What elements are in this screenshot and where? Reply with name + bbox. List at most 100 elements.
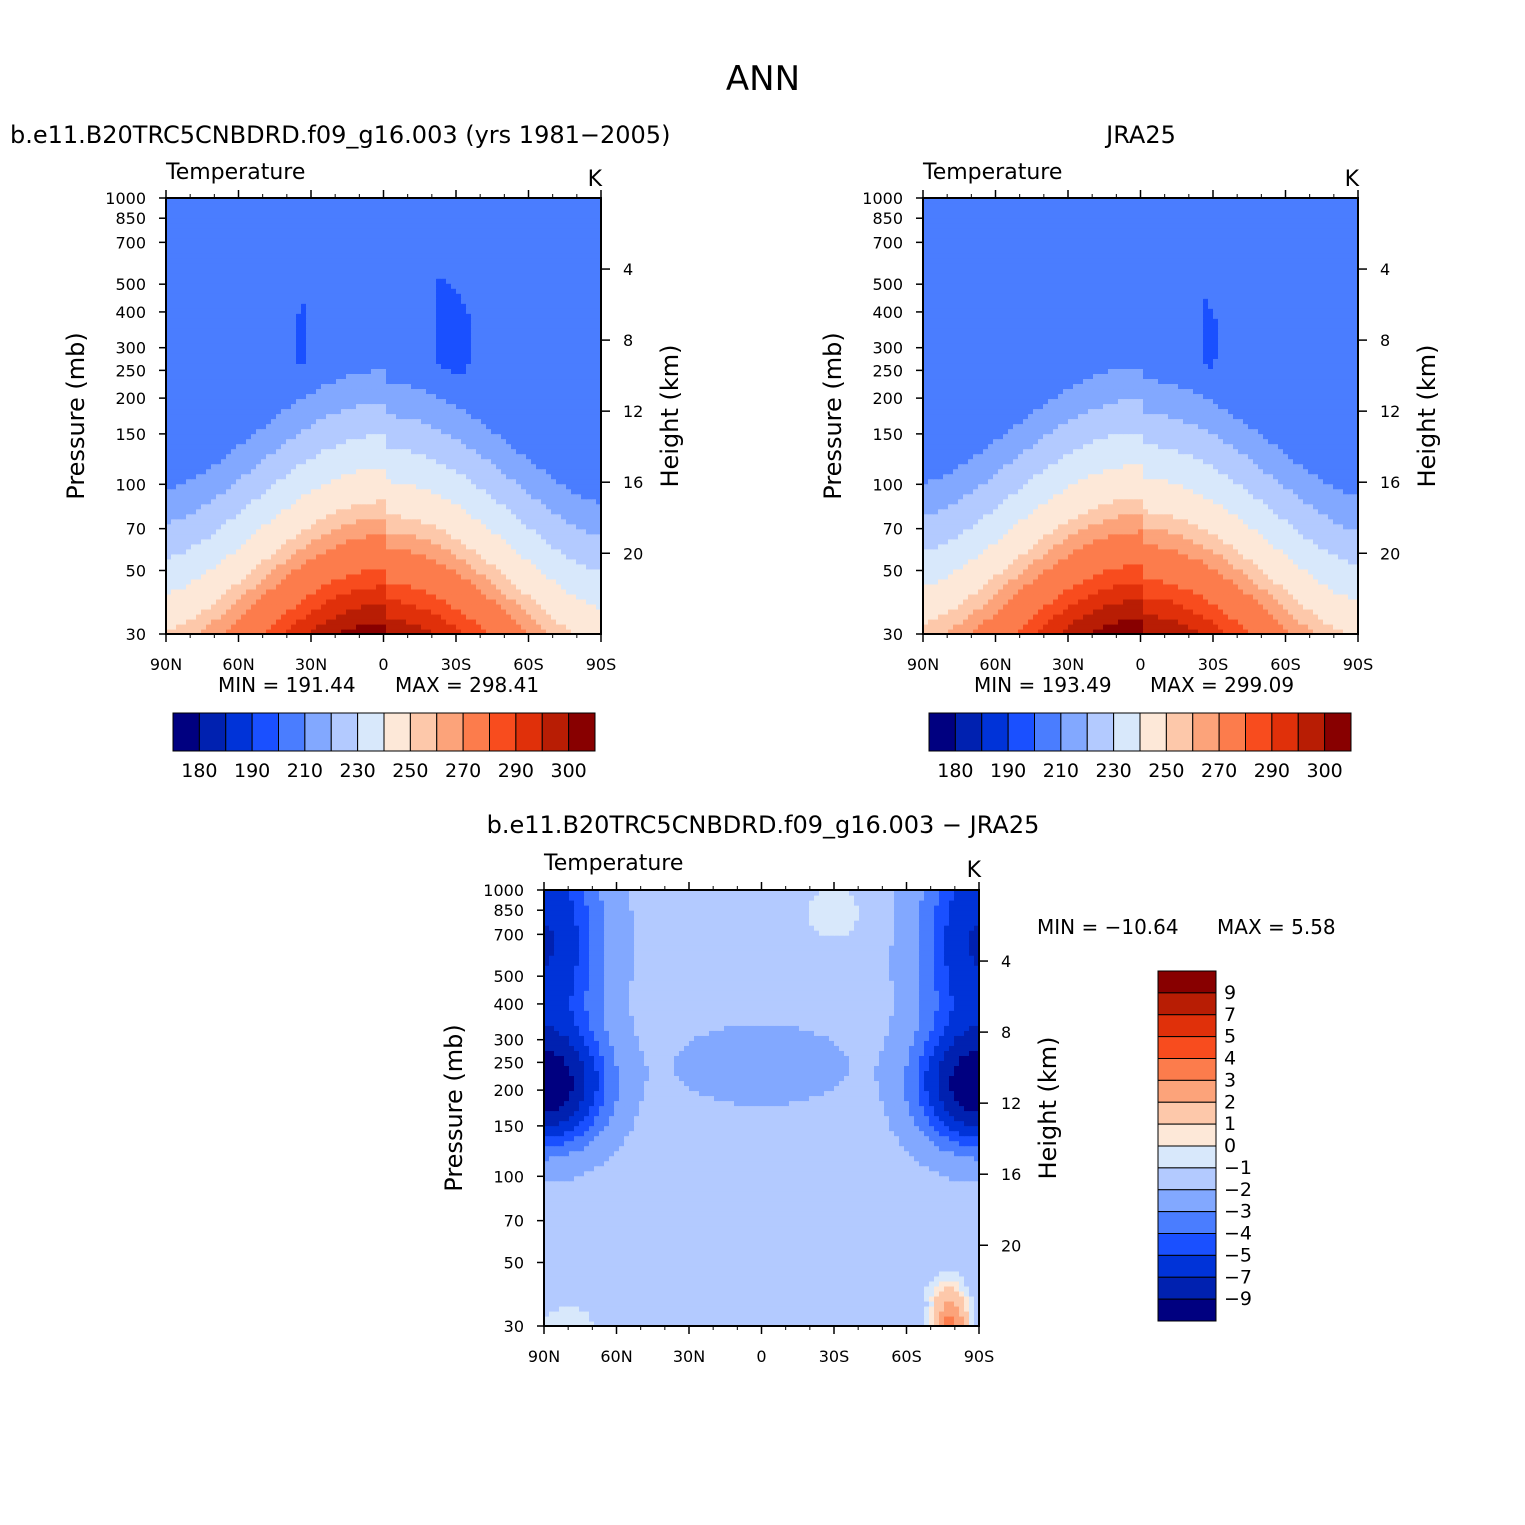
figure-title: ANN — [726, 59, 800, 99]
contour-cell — [351, 498, 357, 505]
contour-cell — [371, 403, 377, 410]
contour-cell — [406, 393, 412, 400]
contour-cell — [451, 538, 457, 545]
contour-cell — [486, 568, 492, 575]
contour-cell — [531, 433, 537, 440]
contour-cell — [406, 578, 412, 585]
contour-cell — [336, 618, 342, 625]
contour-cell — [336, 458, 342, 465]
contour-cell — [306, 623, 312, 630]
contour-cell — [246, 358, 252, 364]
contour-cell — [301, 613, 307, 620]
contour-cell — [521, 538, 527, 545]
contour-cell — [326, 413, 332, 420]
contour-cell — [411, 628, 417, 635]
contour-cell — [256, 503, 262, 510]
contour-cell — [251, 428, 257, 435]
contour-cell — [241, 448, 247, 455]
contour-cell — [351, 458, 357, 465]
contour-cell — [421, 528, 427, 535]
contour-cell — [571, 403, 577, 410]
contour-cell — [481, 433, 487, 440]
contour-cell — [286, 508, 292, 515]
contour-cell — [316, 593, 322, 600]
contour-cell — [536, 348, 542, 354]
contour-cell — [176, 573, 182, 580]
contour-cell — [591, 598, 597, 605]
contour-cell — [386, 483, 392, 490]
contour-cell — [366, 438, 372, 445]
contour-cell — [346, 398, 352, 405]
contour-cell — [556, 438, 562, 445]
contour-cell — [171, 583, 177, 590]
contour-cell — [421, 583, 427, 590]
contour-cell — [211, 453, 217, 460]
contour-cell — [516, 613, 522, 620]
contour-cell — [216, 383, 222, 390]
contour-cell — [466, 538, 472, 545]
contour-cell — [476, 498, 482, 505]
contour-cell — [526, 358, 532, 364]
contour-cell — [511, 458, 517, 465]
contour-cell — [181, 583, 187, 590]
contour-cell — [516, 518, 522, 525]
contour-cell — [436, 348, 442, 354]
contour-cell — [476, 628, 482, 635]
contour-cell — [441, 498, 447, 505]
contour-cell — [586, 413, 592, 420]
contour-cell — [231, 603, 237, 610]
contour-cell — [191, 518, 197, 525]
contour-cell — [401, 538, 407, 545]
contour-cell — [261, 443, 267, 450]
contour-cell — [251, 578, 257, 585]
contour-cell — [536, 523, 542, 530]
contour-cell — [236, 358, 242, 364]
contour-cell — [401, 433, 407, 440]
contour-cell — [281, 553, 287, 560]
contour-cell — [191, 533, 197, 540]
contour-cell — [226, 543, 232, 550]
contour-cell — [176, 503, 182, 510]
contour-cell — [271, 578, 277, 585]
contour-cell — [216, 563, 222, 570]
contour-cell — [561, 433, 567, 440]
contour-cell — [261, 513, 267, 520]
contour-cell — [366, 463, 372, 470]
contour-cell — [341, 373, 347, 380]
contour-cell — [421, 548, 427, 555]
contour-cell — [256, 413, 262, 420]
contour-cell — [211, 543, 217, 550]
contour-cell — [561, 418, 567, 425]
contour-cell — [171, 403, 177, 410]
contour-cell — [396, 573, 402, 580]
contour-cell — [241, 613, 247, 620]
contour-cell — [391, 388, 397, 395]
contour-cell — [271, 548, 277, 555]
contour-cell — [326, 473, 332, 480]
contour-cell — [416, 448, 422, 455]
contour-cell — [416, 463, 422, 470]
contour-cell — [551, 368, 557, 374]
contour-cell — [171, 493, 177, 500]
contour-cell — [446, 373, 452, 380]
contour-cell — [436, 518, 442, 525]
contour-cell — [186, 608, 192, 615]
contour-cell — [271, 418, 277, 425]
contour-cell — [351, 428, 357, 435]
contour-cell — [511, 388, 517, 395]
contour-cell — [436, 488, 442, 495]
contour-cell — [311, 448, 317, 455]
contour-cell — [486, 518, 492, 525]
contour-cell — [256, 543, 262, 550]
contour-cell — [416, 483, 422, 490]
contour-cell — [471, 373, 477, 380]
contour-cell — [251, 548, 257, 555]
contour-cell — [491, 533, 497, 540]
contour-cell — [591, 573, 597, 580]
contour-cell — [466, 358, 472, 364]
contour-cell — [451, 613, 457, 620]
contour-cell — [541, 383, 547, 390]
contour-cell — [461, 553, 467, 560]
contour-cell — [276, 438, 282, 445]
contour-cell — [246, 628, 252, 635]
